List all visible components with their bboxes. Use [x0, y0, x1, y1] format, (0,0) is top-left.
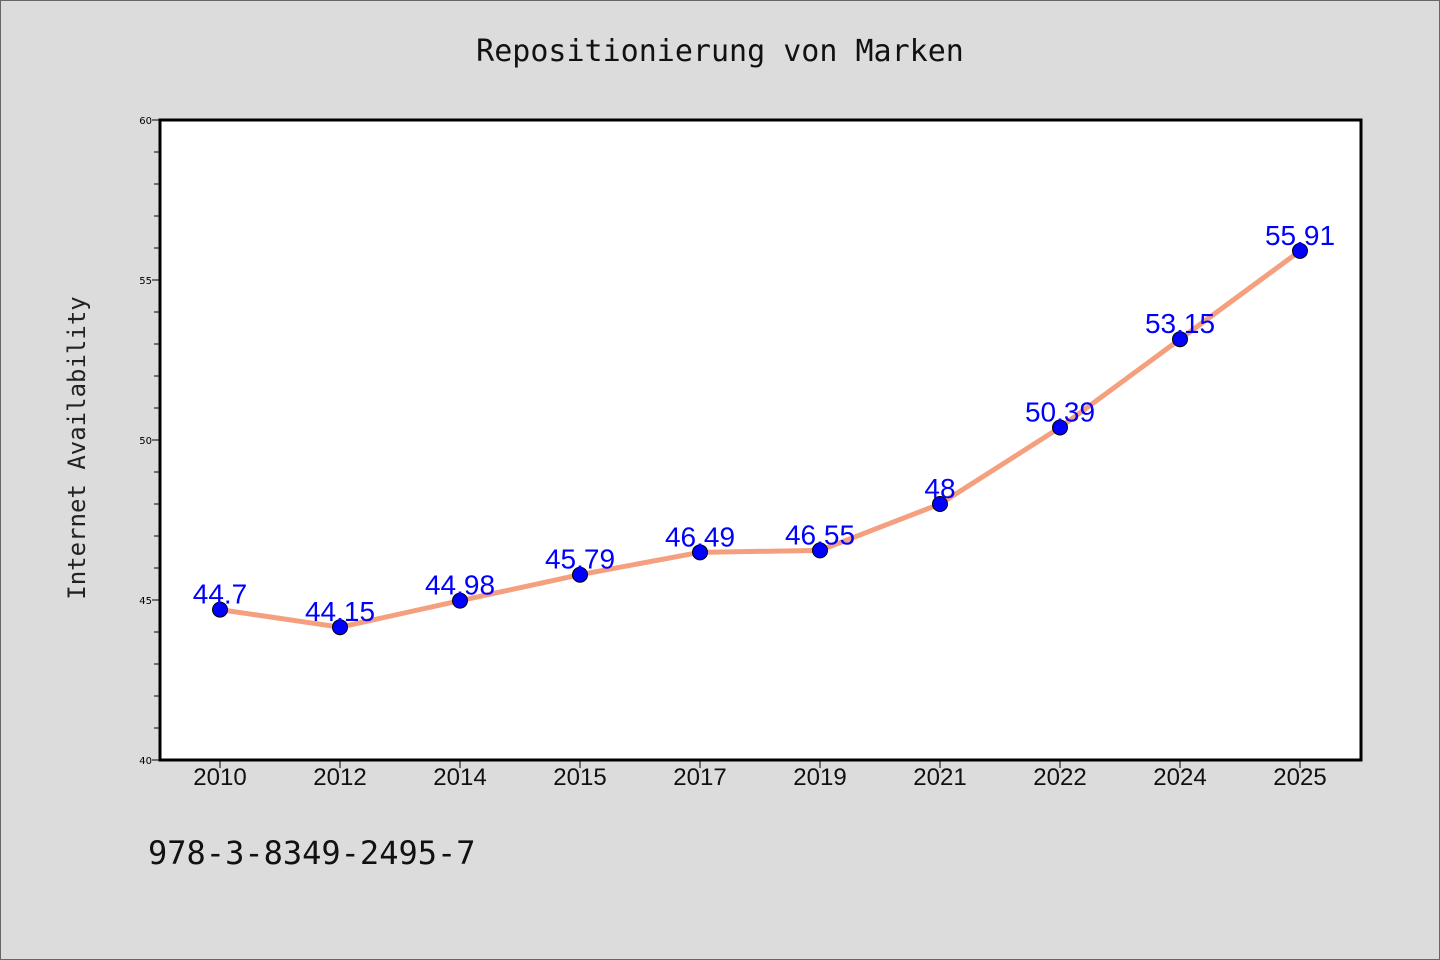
x-tick-label: 2025 — [1273, 764, 1326, 791]
x-tick-label: 2017 — [673, 764, 726, 791]
y-tick-label: 60 — [139, 116, 152, 127]
data-point — [332, 619, 348, 636]
data-label: 46.55 — [785, 519, 855, 550]
data-point — [812, 542, 828, 559]
x-tick-label: 2010 — [193, 764, 246, 791]
data-point — [1172, 331, 1188, 348]
data-label: 45.79 — [545, 544, 615, 575]
y-tick-label: 55 — [139, 276, 152, 287]
footer-code: 978-3-8349-2495-7 — [148, 834, 476, 872]
x-tick-label: 2015 — [553, 764, 606, 791]
x-tick-label: 2012 — [313, 764, 366, 791]
data-label: 48 — [924, 473, 955, 504]
data-point — [932, 496, 948, 512]
data-label: 55.91 — [1265, 220, 1335, 251]
data-point — [452, 592, 468, 609]
data-point — [692, 544, 708, 561]
data-point — [1292, 242, 1308, 259]
data-label: 53.15 — [1145, 308, 1215, 339]
y-tick-label: 45 — [139, 596, 152, 607]
plot-area — [158, 118, 1363, 762]
series-line — [217, 248, 1303, 630]
x-tick-label: 2021 — [913, 764, 966, 791]
y-tick-label: 40 — [139, 756, 152, 767]
data-label: 46.49 — [665, 521, 735, 552]
x-tick-label: 2022 — [1033, 764, 1086, 791]
data-label: 44.15 — [305, 596, 375, 627]
data-point — [212, 601, 228, 618]
data-label: 44.98 — [425, 570, 495, 601]
x-tick-label: 2014 — [433, 764, 486, 791]
data-point — [572, 566, 588, 583]
y-tick-label: 50 — [139, 436, 152, 447]
data-label: 44.7 — [193, 579, 248, 610]
chart-title: Repositionierung von Marken — [476, 34, 964, 69]
x-tick-label: 2024 — [1153, 764, 1206, 791]
data-point — [1052, 419, 1068, 436]
x-tick-label: 2019 — [793, 764, 846, 791]
data-label: 50.39 — [1025, 397, 1095, 428]
